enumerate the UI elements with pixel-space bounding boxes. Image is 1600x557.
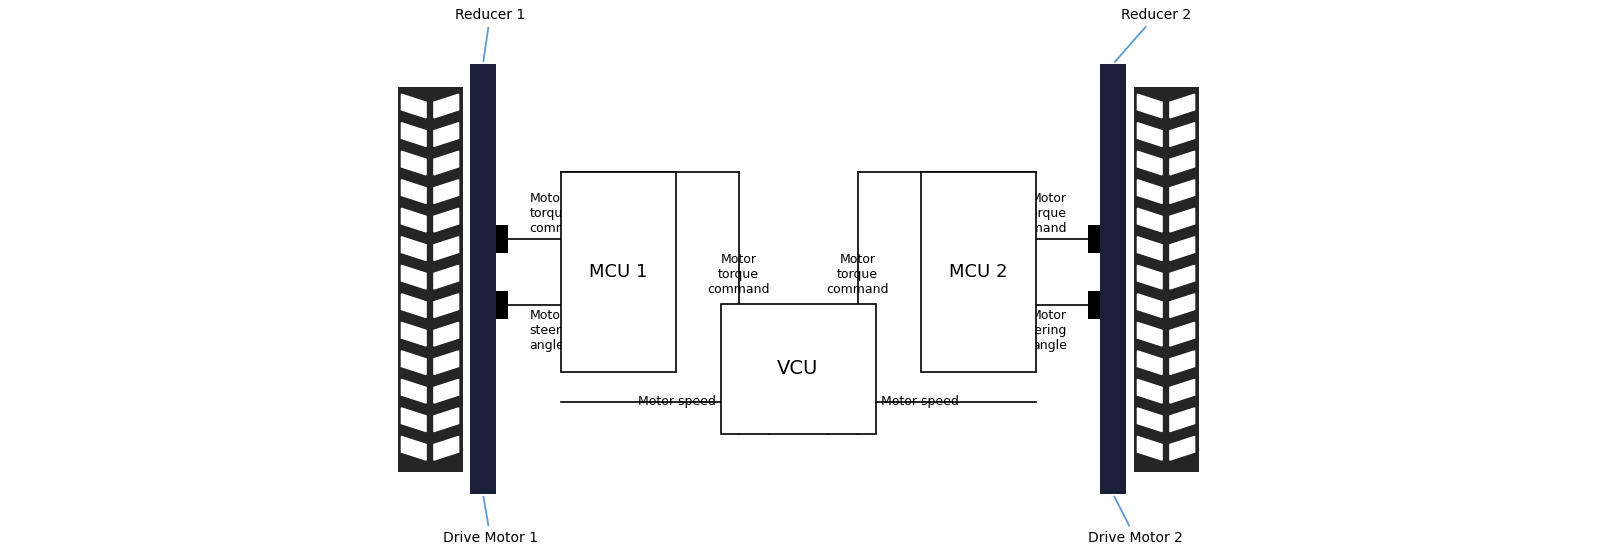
Polygon shape bbox=[402, 351, 426, 374]
Polygon shape bbox=[1138, 437, 1162, 460]
Polygon shape bbox=[434, 408, 459, 432]
Text: Motor speed: Motor speed bbox=[638, 395, 715, 408]
Polygon shape bbox=[1170, 123, 1195, 146]
Polygon shape bbox=[1170, 437, 1195, 460]
Polygon shape bbox=[434, 123, 459, 146]
Bar bbox=[720, 304, 875, 434]
Polygon shape bbox=[434, 323, 459, 346]
Polygon shape bbox=[1170, 294, 1195, 317]
Polygon shape bbox=[434, 94, 459, 118]
Text: Reducer 2: Reducer 2 bbox=[1115, 8, 1190, 62]
Polygon shape bbox=[402, 294, 426, 317]
Polygon shape bbox=[402, 437, 426, 460]
Polygon shape bbox=[1138, 323, 1162, 346]
Polygon shape bbox=[1170, 180, 1195, 203]
Polygon shape bbox=[1138, 208, 1162, 232]
Polygon shape bbox=[1138, 351, 1162, 374]
Bar bbox=[1088, 225, 1101, 253]
Text: MCU 2: MCU 2 bbox=[949, 263, 1008, 281]
Polygon shape bbox=[402, 123, 426, 146]
Text: Motor
torque
command: Motor torque command bbox=[826, 253, 888, 296]
Polygon shape bbox=[1138, 408, 1162, 432]
Text: Motor
torque
command: Motor torque command bbox=[530, 192, 592, 235]
Polygon shape bbox=[402, 152, 426, 175]
Text: Reducer 1: Reducer 1 bbox=[454, 8, 525, 61]
Polygon shape bbox=[1138, 265, 1162, 289]
Polygon shape bbox=[1170, 408, 1195, 432]
Text: Motor
steering
angle: Motor steering angle bbox=[530, 309, 581, 352]
Polygon shape bbox=[1170, 323, 1195, 346]
Polygon shape bbox=[1138, 180, 1162, 203]
Polygon shape bbox=[402, 208, 426, 232]
Bar bbox=[496, 225, 509, 253]
Polygon shape bbox=[402, 408, 426, 432]
Polygon shape bbox=[1138, 237, 1162, 261]
Polygon shape bbox=[402, 237, 426, 261]
Polygon shape bbox=[1138, 294, 1162, 317]
Bar bbox=[397, 86, 462, 471]
Text: VCU: VCU bbox=[778, 359, 819, 379]
Polygon shape bbox=[1138, 94, 1162, 118]
Bar bbox=[920, 172, 1035, 372]
Text: Motor
torque
command: Motor torque command bbox=[707, 253, 770, 296]
Polygon shape bbox=[434, 265, 459, 289]
Bar bbox=[470, 64, 496, 494]
Polygon shape bbox=[1170, 351, 1195, 374]
Polygon shape bbox=[402, 379, 426, 403]
Polygon shape bbox=[1170, 379, 1195, 403]
Polygon shape bbox=[402, 265, 426, 289]
Polygon shape bbox=[1138, 379, 1162, 403]
Bar bbox=[560, 172, 675, 372]
Polygon shape bbox=[402, 323, 426, 346]
Polygon shape bbox=[1138, 123, 1162, 146]
Polygon shape bbox=[434, 180, 459, 203]
Polygon shape bbox=[402, 180, 426, 203]
Text: MCU 1: MCU 1 bbox=[589, 263, 646, 281]
Bar bbox=[496, 291, 509, 319]
Polygon shape bbox=[434, 351, 459, 374]
Polygon shape bbox=[434, 152, 459, 175]
Bar bbox=[1088, 291, 1101, 319]
Polygon shape bbox=[434, 208, 459, 232]
Polygon shape bbox=[434, 379, 459, 403]
Text: Motor
steering
angle: Motor steering angle bbox=[1016, 309, 1067, 352]
Polygon shape bbox=[434, 237, 459, 261]
Polygon shape bbox=[402, 94, 426, 118]
Text: Drive Motor 1: Drive Motor 1 bbox=[443, 497, 538, 545]
Polygon shape bbox=[1170, 152, 1195, 175]
Polygon shape bbox=[1170, 208, 1195, 232]
Text: Motor speed: Motor speed bbox=[880, 395, 958, 408]
Polygon shape bbox=[434, 294, 459, 317]
Bar bbox=[1133, 86, 1198, 471]
Text: Drive Motor 2: Drive Motor 2 bbox=[1088, 496, 1182, 545]
Polygon shape bbox=[1170, 237, 1195, 261]
Polygon shape bbox=[434, 437, 459, 460]
Polygon shape bbox=[1170, 265, 1195, 289]
Polygon shape bbox=[1170, 94, 1195, 118]
Text: Motor
torque
command: Motor torque command bbox=[1005, 192, 1067, 235]
Polygon shape bbox=[1138, 152, 1162, 175]
Bar bbox=[1101, 64, 1126, 494]
